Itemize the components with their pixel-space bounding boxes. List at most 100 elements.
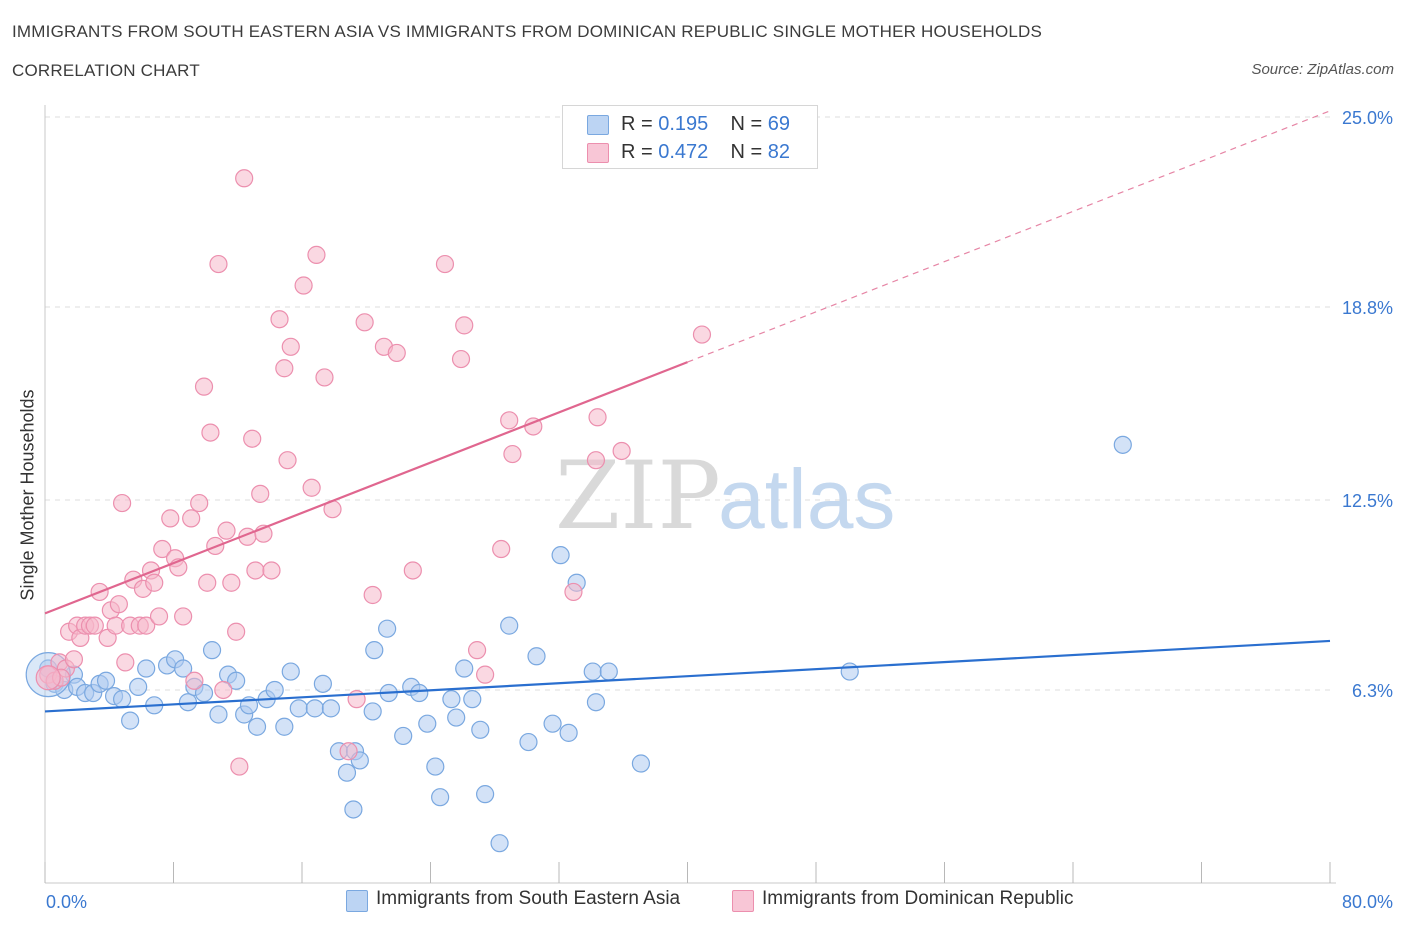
correlation-legend: R = 0.195 N = 69 R = 0.472 N = 82 (562, 105, 818, 169)
data-point (490, 834, 509, 853)
data-point (492, 539, 511, 559)
data-point (64, 650, 84, 669)
data-point (85, 616, 104, 635)
data-point (339, 742, 358, 761)
watermark-atlas: atlas (718, 452, 895, 546)
series-legend-label: Immigrants from Dominican Republic (762, 888, 1074, 909)
data-point (363, 702, 382, 721)
data-point (174, 607, 193, 626)
series-legend-label: Immigrants from South Eastern Asia (376, 888, 681, 909)
data-point (840, 662, 859, 681)
data-point (190, 493, 209, 513)
y-axis-label: Single Mother Households (17, 389, 38, 601)
data-point (137, 659, 156, 678)
data-point (426, 757, 445, 776)
grid-lines (45, 116, 1330, 691)
legend-n-label: N = (730, 141, 768, 163)
data-point (455, 659, 474, 678)
data-point (109, 595, 128, 614)
data-point (435, 254, 455, 274)
data-point (112, 493, 132, 513)
legend-r-value: 0.195 (658, 113, 709, 135)
data-point (564, 582, 583, 602)
y-tick-label: 6.3% (1352, 681, 1393, 701)
data-point (227, 622, 246, 641)
data-point (281, 337, 300, 356)
data-point (588, 408, 607, 427)
data-point (251, 484, 270, 503)
legend-r-label: R = (621, 141, 659, 163)
data-point (471, 720, 490, 739)
data-point (692, 325, 712, 344)
trend-line (44, 361, 688, 615)
data-point (315, 368, 334, 387)
data-point (503, 444, 522, 464)
data-point (307, 245, 326, 264)
data-point (198, 573, 217, 592)
data-point (455, 316, 474, 335)
data-point (246, 561, 265, 580)
data-point (174, 659, 193, 678)
legend-n-value: 69 (767, 113, 791, 135)
data-point (337, 763, 357, 782)
data-point (265, 680, 284, 700)
data-point (294, 276, 313, 295)
data-point (227, 671, 246, 690)
data-point (394, 726, 413, 746)
legend-n-value: 82 (767, 141, 791, 163)
data-point (500, 411, 519, 430)
data-point (378, 619, 397, 638)
legend-r-value: 0.472 (658, 141, 709, 163)
y-tick-label: 25.0% (1342, 108, 1393, 128)
y-tick-label: 12.5% (1342, 491, 1393, 511)
data-point (270, 310, 289, 329)
axes (44, 105, 1336, 884)
data-point (302, 478, 321, 497)
data-point (442, 690, 461, 709)
data-point (202, 641, 222, 660)
data-point (551, 546, 570, 565)
data-point (116, 653, 135, 672)
data-point (129, 677, 148, 697)
data-point (149, 607, 169, 626)
data-point (214, 680, 233, 700)
data-point (313, 674, 332, 693)
data-point (278, 451, 297, 470)
data-point (543, 714, 562, 733)
x-tick-label: 80.0% (1342, 892, 1393, 912)
trend-line (44, 639, 1331, 713)
data-point (289, 699, 308, 718)
data-point (194, 377, 214, 396)
trend-line-extension (687, 110, 1331, 363)
data-point (145, 573, 164, 592)
watermark: ZIP atlas (555, 442, 895, 551)
data-point (112, 690, 132, 709)
data-point (476, 785, 495, 804)
data-point (262, 561, 281, 580)
data-point (275, 359, 294, 378)
data-point (281, 662, 300, 681)
data-point (387, 343, 406, 363)
data-point (586, 451, 606, 470)
y-tick-label: 18.8% (1342, 298, 1393, 318)
data-point (321, 699, 341, 718)
data-point (137, 616, 156, 635)
legend-n-label: N = (730, 113, 768, 135)
data-point (222, 573, 241, 592)
data-point (476, 665, 495, 684)
legend-swatch-blue (587, 115, 609, 135)
data-point (418, 714, 437, 733)
data-point (243, 429, 262, 448)
data-point (599, 662, 618, 681)
data-point (344, 800, 363, 819)
data-point (247, 717, 267, 736)
data-point (447, 708, 466, 727)
data-point (559, 723, 578, 742)
data-point (463, 690, 482, 709)
legend-swatch-pink (587, 143, 609, 163)
data-point (586, 693, 606, 712)
watermark-zip: ZIP (555, 442, 721, 551)
data-point (209, 254, 228, 274)
data-point (96, 671, 116, 690)
